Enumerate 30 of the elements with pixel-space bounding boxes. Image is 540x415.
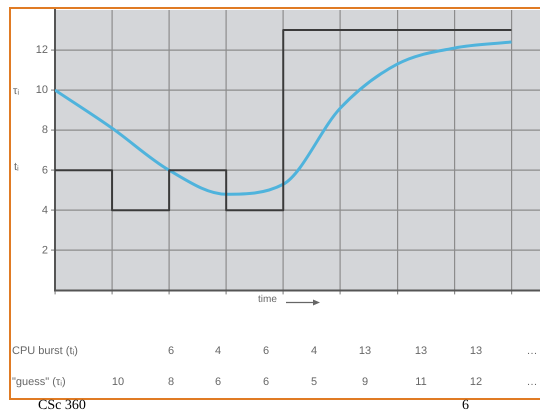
y-tick-label: 2 [42,244,48,256]
text: "guess" (τᵢ) [12,376,66,388]
x-axis-title: time [258,294,277,305]
text: 11 [415,376,427,388]
text: 6 [462,398,469,414]
y-tick-label: 8 [42,124,48,136]
y-tick-label: 10 [36,84,48,96]
text: 9 [362,376,368,388]
text: 4 [310,345,318,357]
y-tick-label: 6 [42,164,48,176]
text: tᵢ [14,161,19,173]
y-tick-label: 12 [36,44,48,56]
y-tick-label: 4 [42,204,48,216]
text: 5 [310,376,318,388]
text: 6 [262,376,270,388]
text: 13 [414,345,428,357]
text: 6 [214,376,222,388]
text: … [526,345,538,357]
text: … [526,376,538,388]
text: 13 [358,345,372,357]
text: CSc 360 [38,398,86,414]
text: 12 [470,376,482,388]
text: 6 [168,345,174,357]
text: τᵢ [13,85,20,97]
text: CPU burst (tᵢ) [12,345,78,357]
text: 6 [262,345,270,357]
text: 4 [214,345,222,357]
text: 8 [168,376,174,388]
text: 10 [112,376,124,388]
text: 13 [470,345,482,357]
